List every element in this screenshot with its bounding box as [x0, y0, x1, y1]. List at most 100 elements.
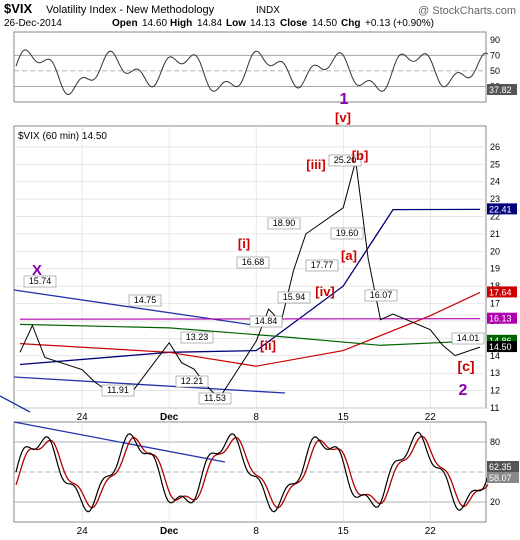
top-panel-frame: [13, 31, 487, 103]
close-label: Close: [280, 18, 308, 29]
price-label: 11.53: [204, 393, 226, 403]
main-x-tick: 15: [338, 412, 350, 423]
wave-label: [ii]: [260, 338, 276, 353]
price-label-box: [23, 275, 57, 288]
bottom-trendline: [13, 421, 226, 463]
trendline-upper: [13, 289, 261, 327]
bottom-x-tick: 15: [338, 526, 350, 537]
bottom-signal-line: [15, 435, 489, 509]
main-y-tick: 12: [490, 386, 500, 396]
price-label-box: [330, 227, 364, 240]
top-value-tag-bg: [487, 84, 517, 95]
main-y-tick: 13: [490, 368, 500, 378]
main-panel: 26252423222120191817161514131211 24Dec81…: [0, 91, 517, 459]
wave-label: [a]: [341, 248, 357, 263]
bottom-value-tag-1: 62.35: [489, 462, 512, 472]
price-label-box: [236, 256, 270, 269]
price-tag: 22.41: [489, 204, 512, 214]
main-y-tick: 25: [490, 159, 500, 169]
price-label: 15.94: [283, 292, 306, 302]
main-y-tick: 26: [490, 142, 500, 152]
open-value: 14.60: [142, 18, 167, 29]
bottom-value-tag-bg-1: [487, 461, 519, 472]
price-label-box: [328, 154, 362, 167]
price-label: 13.23: [186, 332, 209, 342]
top-value-tag: 37.82: [489, 85, 512, 95]
trendline-lower: [13, 376, 286, 394]
price-tag: 14.50: [489, 342, 512, 352]
price-label: 16.07: [370, 290, 393, 300]
green-average-line: [19, 323, 481, 346]
price-label: 12.21: [181, 376, 204, 386]
bottom-x-tick: 22: [425, 526, 437, 537]
price-label-box: [364, 289, 398, 302]
top-indicator-line: [15, 49, 489, 96]
low-value: 14.13: [250, 18, 275, 29]
price-label-box: [267, 217, 301, 230]
price-tag: 14.86: [489, 336, 512, 346]
price-tag: 17.64: [489, 287, 512, 297]
main-y-tick: 14: [490, 351, 500, 361]
wave-label: [iv]: [315, 284, 335, 299]
main-y-tick: 24: [490, 177, 500, 187]
wave-label: 1: [340, 91, 349, 108]
price-label: 16.68: [242, 257, 265, 267]
main-y-tick: 18: [490, 281, 500, 291]
price-label-box: [249, 315, 283, 328]
main-y-tick: 19: [490, 264, 500, 274]
bottom-indicator-line: [15, 431, 489, 513]
main-y-tick: 23: [490, 194, 500, 204]
main-y-tick: 11: [490, 403, 499, 413]
price-label: 14.84: [255, 316, 278, 326]
price-label: 14.01: [457, 333, 480, 343]
main-y-tick: 22: [490, 212, 500, 222]
top-y-tick: 50: [490, 66, 500, 76]
main-x-tick: 24: [77, 412, 89, 423]
exchange: INDX: [256, 5, 280, 16]
top-y-tick: 90: [490, 35, 500, 45]
price-label: 14.75: [134, 295, 157, 305]
trendline-long: [0, 395, 31, 413]
price-label-box: [277, 291, 311, 304]
main-x-tick: Dec: [160, 412, 179, 423]
wave-label: [c]: [457, 358, 474, 374]
main-x-tick: 8: [253, 412, 259, 423]
bottom-x-tick: Dec: [160, 526, 179, 537]
main-y-tick: 20: [490, 246, 500, 256]
chg-label: Chg: [341, 18, 360, 29]
chart-header: $VIX Volatility Index - New Methodology …: [4, 1, 516, 29]
price-tag-bg: [487, 341, 517, 353]
price-label-box: [175, 375, 209, 388]
bottom-x-tick: 8: [253, 526, 259, 537]
price-label-box: [180, 331, 214, 344]
top-indicator-panel: 90705030 37.82: [13, 31, 517, 103]
open-label: Open: [112, 18, 138, 29]
main-x-tick: 22: [425, 412, 437, 423]
price-label-box: [451, 332, 485, 345]
wave-label: [v]: [335, 110, 351, 125]
price-label: 17.77: [311, 260, 334, 270]
close-value: 14.50: [312, 18, 337, 29]
low-label: Low: [226, 18, 246, 29]
price-tag-bg: [487, 286, 517, 298]
price-label-box: [101, 384, 135, 397]
symbol: $VIX: [4, 1, 33, 16]
bottom-y-tick: 80: [490, 437, 500, 447]
main-legend: $VIX (60 min) 14.50: [18, 131, 107, 142]
wave-label: X: [32, 262, 42, 279]
wave-label: [iii]: [306, 157, 326, 172]
wave-label: [i]: [238, 236, 250, 251]
price-tag-bg: [487, 312, 517, 324]
main-y-tick: 21: [490, 229, 500, 239]
high-value: 14.84: [197, 18, 222, 29]
top-y-tick: 70: [490, 50, 500, 60]
price-label-box: [305, 259, 339, 272]
high-label: High: [170, 18, 192, 29]
price-tag-bg: [487, 203, 517, 215]
price-label: 11.91: [107, 385, 129, 395]
price-label-box: [198, 392, 232, 405]
bottom-x-tick: 24: [77, 526, 89, 537]
chart-date: 26-Dec-2014: [4, 18, 62, 29]
